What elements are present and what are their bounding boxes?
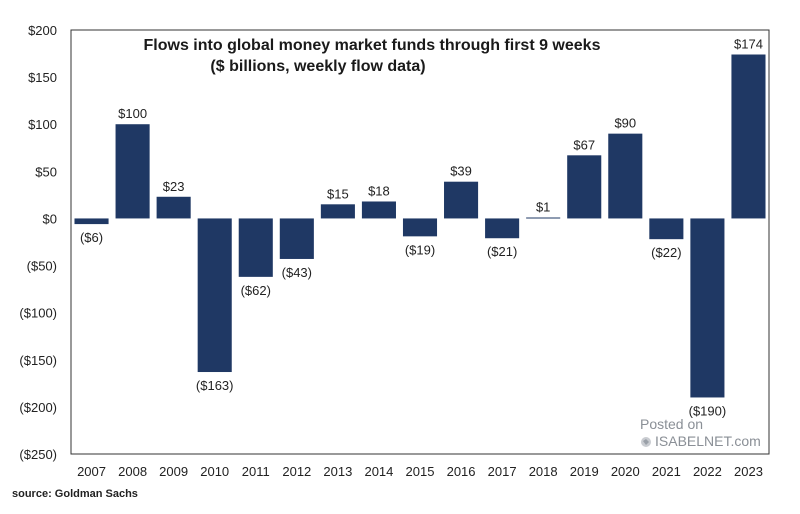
x-tick-label: 2017	[488, 464, 517, 479]
x-axis: 2007 2008 2009 2010 2011 2012 2013 2014 2015 2016…	[77, 464, 763, 479]
bar-2007	[74, 218, 109, 225]
y-tick-label: ($200)	[19, 400, 57, 415]
y-tick-label: ($100)	[19, 306, 57, 321]
chart-title-line-1: Flows into global money market funds thr…	[144, 37, 601, 54]
data-label-2015: ($19)	[405, 242, 435, 257]
y-tick-label: $0	[43, 211, 57, 226]
globe-icon	[641, 436, 651, 447]
y-tick-label: ($250)	[19, 447, 57, 462]
data-label-2017: ($21)	[487, 244, 517, 259]
x-tick-label: 2021	[652, 464, 681, 479]
x-tick-label: 2018	[529, 464, 558, 479]
data-label-2018: $1	[536, 200, 550, 215]
data-label-2011: ($62)	[241, 283, 271, 298]
data-label-2021: ($22)	[651, 245, 681, 260]
source-note: source: Goldman Sachs	[12, 488, 138, 500]
x-tick-label: 2015	[406, 464, 435, 479]
x-tick-label: 2010	[200, 464, 229, 479]
data-label-2009: $23	[163, 179, 185, 194]
bar-2020	[608, 133, 643, 219]
bar-2010	[197, 218, 232, 373]
y-tick-label: $200	[28, 23, 57, 38]
data-labels: ($6) $100 $23 ($163) ($62) ($43) $15 $18 ($19) $3…	[80, 36, 763, 418]
data-label-2007: ($6)	[80, 230, 103, 245]
watermark-posted-on: Posted on	[640, 416, 704, 432]
y-tick-label: ($150)	[19, 353, 57, 368]
bars	[74, 54, 766, 398]
data-label-2016: $39	[450, 164, 472, 179]
data-label-2014: $18	[368, 183, 390, 198]
watermark: Posted on ISABELNET.com	[640, 416, 761, 450]
data-label-2019: $67	[573, 137, 595, 152]
watermark-site: ISABELNET.com	[655, 433, 761, 449]
bar-2017	[485, 218, 520, 239]
x-tick-label: 2022	[693, 464, 722, 479]
data-label-2010: ($163)	[196, 378, 234, 393]
y-tick-label: ($50)	[27, 259, 57, 274]
bar-2014	[361, 201, 396, 219]
bar-2021	[649, 218, 684, 240]
x-tick-label: 2014	[364, 464, 393, 479]
y-axis: $200 $150 $100 $50 $0 ($50) ($100) ($150) ($200)…	[19, 23, 57, 462]
x-tick-label: 2016	[447, 464, 476, 479]
data-label-2023: $174	[734, 36, 763, 51]
data-label-2008: $100	[118, 106, 147, 121]
x-tick-label: 2020	[611, 464, 640, 479]
data-label-2020: $90	[614, 116, 636, 131]
x-tick-label: 2009	[159, 464, 188, 479]
x-tick-label: 2013	[323, 464, 352, 479]
bar-2022	[690, 218, 725, 398]
bar-2023	[731, 54, 766, 219]
bar-2015	[402, 218, 438, 237]
plot-frame	[70, 29, 770, 455]
bar-2013	[320, 204, 355, 219]
x-tick-label: 2007	[77, 464, 106, 479]
data-label-2013: $15	[327, 186, 349, 201]
data-label-2022: ($190)	[689, 403, 727, 418]
y-tick-label: $150	[28, 70, 57, 85]
y-tick-label: $50	[35, 164, 57, 179]
x-tick-label: 2023	[734, 464, 763, 479]
x-tick-label: 2019	[570, 464, 599, 479]
x-tick-label: 2008	[118, 464, 147, 479]
data-label-2012: ($43)	[282, 265, 312, 280]
chart-title-line-2: ($ billions, weekly flow data)	[210, 58, 425, 75]
bar-2011	[238, 218, 273, 277]
bar-2016	[444, 181, 479, 219]
bar-2019	[567, 155, 602, 219]
bar-2009	[156, 196, 191, 219]
x-tick-label: 2012	[282, 464, 311, 479]
bar-2018	[526, 217, 561, 219]
bar-2008	[115, 124, 150, 219]
x-tick-label: 2011	[242, 464, 270, 479]
bar-2012	[279, 218, 314, 259]
y-tick-label: $100	[28, 117, 57, 132]
